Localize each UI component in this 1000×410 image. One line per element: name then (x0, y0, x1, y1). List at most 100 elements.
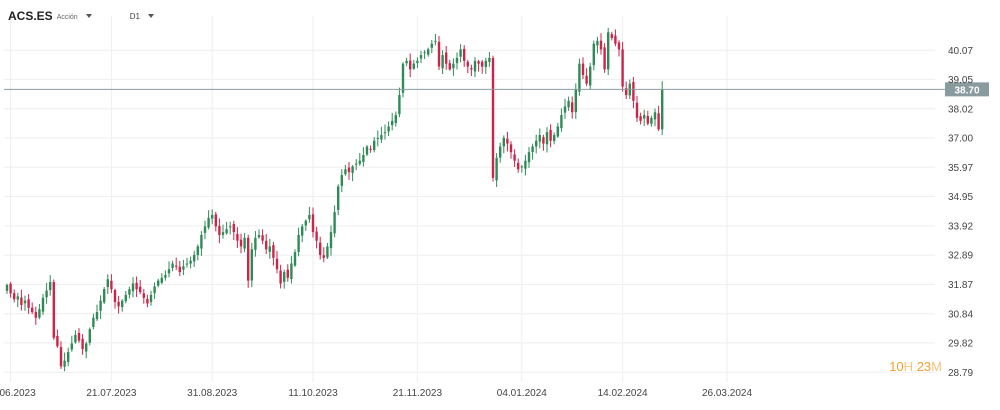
candle-up (308, 214, 311, 220)
candle-up (545, 132, 549, 145)
candle-down (232, 224, 235, 233)
candle-down (236, 233, 239, 241)
candle-up (157, 280, 160, 286)
candle-down (625, 88, 628, 96)
candle-up (488, 57, 491, 62)
candle-up (88, 329, 91, 343)
y-tick-label: 29.82 (948, 338, 973, 349)
candle-down (214, 214, 217, 227)
candle-down (52, 282, 55, 338)
candle-up (131, 283, 135, 292)
candle-up (358, 160, 361, 164)
y-axis: 28.79 29.82 30.84 31.87 32.89 33.92 34.95 35.97… (948, 46, 973, 379)
candle-up (419, 55, 423, 59)
candle-up (527, 152, 531, 163)
candle-up (524, 160, 527, 169)
candle-down (218, 225, 221, 235)
candle-up (85, 343, 88, 352)
candle-up (473, 60, 477, 72)
symbol-dropdown-chevron-down-icon[interactable] (85, 14, 92, 18)
candle-up (535, 140, 538, 147)
candle-up (250, 249, 253, 281)
candle-up (304, 220, 307, 226)
candle-up (567, 100, 570, 108)
candle-down (639, 116, 642, 121)
candle-up (290, 263, 293, 279)
candle-up (430, 43, 433, 48)
candle-up (563, 106, 567, 113)
y-tick-label: 31.87 (948, 280, 973, 291)
candle-up (5, 284, 9, 291)
candle-up (182, 266, 185, 270)
x-tick-label: 11.10.2023 (288, 388, 338, 399)
candle-down (621, 49, 624, 87)
candle-up (196, 246, 199, 256)
candle-down (56, 335, 59, 347)
candle-up (423, 52, 426, 54)
candle-up (221, 232, 225, 235)
timeframe-label[interactable]: D1 (129, 11, 140, 21)
candle-up (365, 146, 369, 155)
candle-up (459, 49, 462, 57)
candle-down (513, 154, 516, 161)
candle-up (394, 115, 397, 123)
candle-up (589, 66, 592, 86)
timeframe-dropdown-chevron-down-icon[interactable] (147, 14, 154, 18)
candle-up (103, 289, 106, 303)
x-tick-label: 04.01.2024 (497, 388, 547, 399)
candle-up (416, 60, 419, 64)
candle-down (470, 68, 473, 70)
candle-up (574, 89, 577, 113)
candle-down (599, 40, 603, 50)
candle-up (326, 246, 329, 258)
candle-down (261, 235, 264, 241)
candle-down (347, 167, 351, 173)
candle-down (275, 258, 279, 270)
candle-down (20, 297, 23, 305)
symbol-type: Acción (56, 14, 78, 21)
candle-down (113, 290, 117, 303)
candle-up (643, 115, 646, 119)
candle-down (542, 137, 545, 144)
candle-down (77, 333, 81, 341)
candle-down (265, 240, 268, 250)
candle-up (293, 252, 297, 266)
candle-down (311, 214, 315, 233)
candle-up (434, 40, 437, 42)
y-tick-label: 38.02 (948, 104, 973, 115)
candle-up (578, 63, 581, 92)
candle-up (167, 269, 171, 274)
candle-down (319, 242, 322, 255)
candle-down (632, 82, 635, 101)
candle-down (437, 41, 441, 67)
candle-up (74, 334, 77, 343)
candle-up (596, 40, 599, 46)
candle-up (398, 95, 401, 115)
candle-up (592, 43, 595, 66)
candle-up (149, 294, 153, 303)
candle-up (553, 135, 556, 141)
candle-up (362, 155, 365, 162)
y-tick-label: 33.92 (948, 221, 973, 232)
candle-down (110, 280, 113, 290)
countdown-minutes-unit: M (931, 359, 942, 374)
candle-up (92, 317, 95, 327)
candle-up (484, 60, 487, 67)
candle-down (466, 61, 469, 67)
candle-up (329, 232, 333, 249)
candle-up (99, 300, 102, 311)
candle-down (571, 102, 574, 113)
candle-up (344, 169, 347, 175)
candle-up (661, 89, 664, 130)
candle-up (200, 234, 203, 249)
candle-up (653, 112, 657, 120)
countdown-hours: 10 (889, 359, 904, 374)
candle-up (391, 120, 394, 126)
candle-down (614, 35, 617, 44)
candle-down (491, 57, 495, 178)
candle-up (376, 137, 379, 139)
candle-up (455, 57, 459, 64)
candle-up (207, 217, 210, 228)
